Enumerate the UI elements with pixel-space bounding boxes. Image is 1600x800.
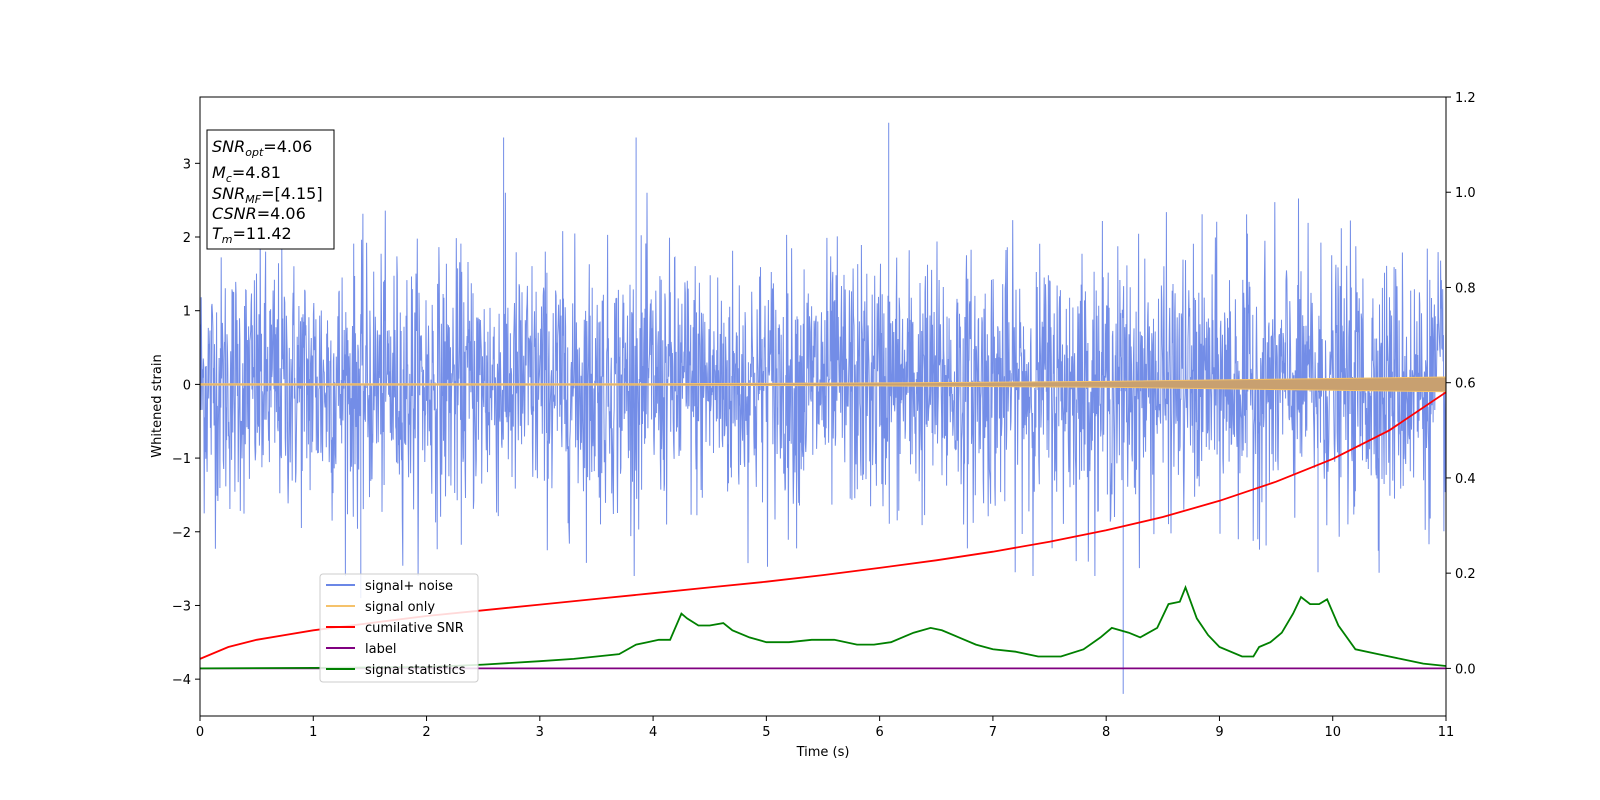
y-tick-label-left: −3: [172, 599, 191, 614]
series-signal-only: [200, 376, 1446, 393]
y-tick-label-left: 1: [183, 305, 191, 320]
info-box-frame: [206, 129, 335, 250]
x-axis: 0 1 2 3 4 5 6 7 8 9 10 11: [196, 716, 1454, 740]
x-tick-label: 1: [309, 725, 317, 740]
y-axis-right: 0.0 0.2 0.4 0.6 0.8 1.0 1.2: [1446, 91, 1476, 677]
y-tick-label-left: 0: [183, 378, 191, 393]
signal-series-layer: [200, 376, 1446, 393]
y-tick-label-left: −2: [172, 526, 191, 541]
info-snr-mf: SNRMF=[4.15]: [212, 184, 323, 206]
legend-label-csnr: cumilative SNR: [365, 621, 464, 636]
info-mc: Mc=4.81: [212, 163, 281, 185]
y-tick-label-right: 1.0: [1455, 186, 1476, 201]
x-tick-label: 9: [1215, 725, 1223, 740]
x-tick-label: 8: [1102, 725, 1110, 740]
legend-label-signal: signal only: [365, 600, 435, 615]
y-tick-label-right: 0.6: [1455, 377, 1476, 392]
x-tick-label: 5: [762, 725, 770, 740]
x-tick-label: 10: [1324, 725, 1341, 740]
series-signal-noise: [200, 122, 1446, 694]
info-tm: Tm=11.42: [212, 224, 292, 246]
y-axis-title: Whitened strain: [150, 354, 165, 457]
y-tick-label-right: 0.2: [1455, 567, 1476, 582]
info-box: SNRopt=4.06 Mc=4.81 SNRMF=[4.15] CSNR=4.…: [206, 129, 335, 250]
x-tick-label: 7: [989, 725, 997, 740]
legend-label-noise: signal+ noise: [365, 579, 453, 594]
info-snr-opt: SNRopt=4.06: [212, 137, 312, 159]
info-csnr: CSNR=4.06: [212, 204, 306, 223]
legend-frame: [319, 573, 479, 683]
noise-series-layer: [200, 122, 1446, 694]
legend-label-label: label: [365, 642, 396, 657]
y-axis-left: −4 −3 −2 −1 0 1 2 3: [172, 157, 200, 688]
x-tick-label: 3: [536, 725, 544, 740]
y-tick-label-left: 2: [183, 231, 191, 246]
y-tick-label-right: 0.8: [1455, 281, 1476, 296]
y-tick-label-left: −1: [172, 452, 191, 467]
x-tick-label: 11: [1438, 725, 1455, 740]
x-tick-label: 6: [875, 725, 883, 740]
legend: signal+ noise signal only cumilative SNR…: [319, 573, 479, 683]
y-tick-label-right: 1.2: [1455, 91, 1476, 106]
legend-label-stats: signal statistics: [365, 663, 466, 678]
y-tick-label-left: 3: [183, 157, 191, 172]
plot-frame: [199, 96, 1447, 717]
x-axis-title: Time (s): [796, 745, 850, 760]
x-tick-label: 4: [649, 725, 657, 740]
x-tick-label: 0: [196, 725, 204, 740]
series-signal-statistics: [200, 584, 1446, 670]
x-tick-label: 2: [422, 725, 430, 740]
y-tick-label-right: 0.4: [1455, 472, 1476, 487]
y-tick-label-right: 0.0: [1455, 662, 1476, 677]
y-tick-label-left: −4: [172, 673, 191, 688]
